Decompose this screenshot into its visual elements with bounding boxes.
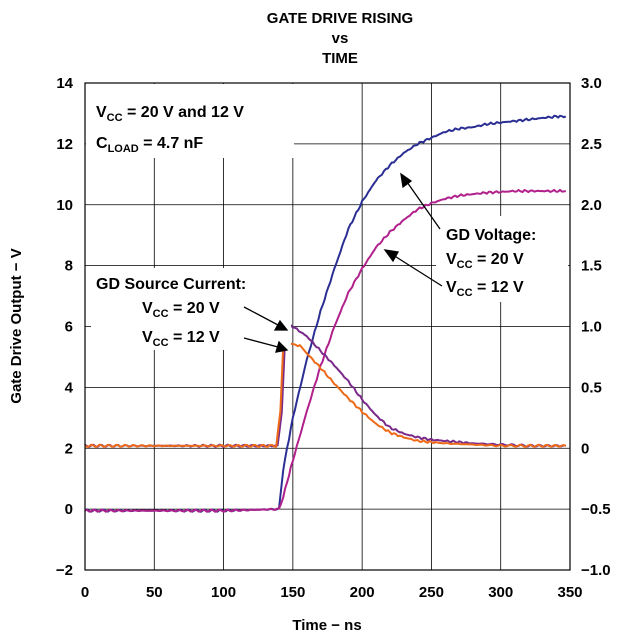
x-tick-label: 350 xyxy=(557,584,582,601)
arrow-head-gd-current-20v xyxy=(273,319,289,331)
y-tick-label: 4 xyxy=(65,379,74,396)
grid xyxy=(85,83,570,570)
y-tick-label: −2 xyxy=(56,562,73,579)
tick-labels: 0 50 100 150 200 250 300 350 −2 0 2 4 6 8 10 12 14 −1.0 −0… xyxy=(56,75,611,601)
annotation-arrows xyxy=(243,172,443,353)
y-tick-label: 8 xyxy=(65,258,73,275)
gd-voltage-line-1: VCC = 20 V xyxy=(446,251,524,271)
gd-current-box xyxy=(91,268,291,350)
conditions-box xyxy=(86,84,294,158)
gd-current-title: GD Source Current: xyxy=(96,276,246,293)
y2-tick-label: 1.5 xyxy=(581,258,602,275)
conditions-line-2: CLOAD = 4.7 nF xyxy=(96,135,203,155)
arrow-gd-current-20v xyxy=(243,306,279,326)
y2-tick-label: 1.0 xyxy=(581,319,602,336)
x-tick-label: 300 xyxy=(488,584,513,601)
plot-frame xyxy=(84,82,571,571)
x-tick-label: 200 xyxy=(350,584,375,601)
chart-title-line-1: GATE DRIVE RISING xyxy=(267,10,413,27)
y2-tick-label: 0.5 xyxy=(581,379,602,396)
y-axis-label: Gate Drive Output − V xyxy=(8,248,25,403)
arrow-head-gd-current-12v xyxy=(275,340,289,353)
conditions-line-1: VCC = 20 V and 12 V xyxy=(96,104,244,124)
series-layer xyxy=(84,114,567,513)
y-tick-label: 14 xyxy=(56,75,73,92)
gd-current-line-2: VCC = 12 V xyxy=(142,329,220,349)
y2-tick-label: 0 xyxy=(581,440,589,457)
gd-voltage-box xyxy=(436,216,568,302)
x-tick-label: 0 xyxy=(81,584,89,601)
y-tick-label: 0 xyxy=(65,501,73,518)
y-tick-label: 6 xyxy=(65,319,73,336)
y-tick-label: 10 xyxy=(56,197,73,214)
arrow-gd-voltage-12v xyxy=(392,254,443,287)
arrow-gd-voltage-20v xyxy=(406,181,441,230)
x-tick-label: 100 xyxy=(211,584,236,601)
gd-voltage-line-2: VCC = 12 V xyxy=(446,279,524,299)
y2-tick-label: 2.5 xyxy=(581,136,602,153)
y2-tick-label: −1.0 xyxy=(581,562,611,579)
chart-title-line-3: TIME xyxy=(322,50,358,67)
x-axis-label: Time − ns xyxy=(292,617,361,634)
y-tick-label: 12 xyxy=(56,136,73,153)
y2-tick-label: −0.5 xyxy=(581,501,611,518)
y-tick-label: 2 xyxy=(65,440,73,457)
arrow-head-gd-voltage-12v xyxy=(383,249,400,263)
x-tick-label: 50 xyxy=(146,584,163,601)
y2-tick-label: 3.0 xyxy=(581,75,602,92)
arrow-gd-current-12v xyxy=(243,337,279,348)
y2-tick-label: 2.0 xyxy=(581,197,602,214)
x-tick-label: 250 xyxy=(419,584,444,601)
gd-voltage-title: GD Voltage: xyxy=(446,227,536,244)
chart-title-line-2: vs xyxy=(332,30,349,47)
x-tick-label: 150 xyxy=(280,584,305,601)
gd-current-line-1: VCC = 20 V xyxy=(142,300,220,320)
arrow-head-gd-voltage-20v xyxy=(400,172,413,189)
series-line-2 xyxy=(84,188,566,513)
series-line-4 xyxy=(84,342,567,448)
